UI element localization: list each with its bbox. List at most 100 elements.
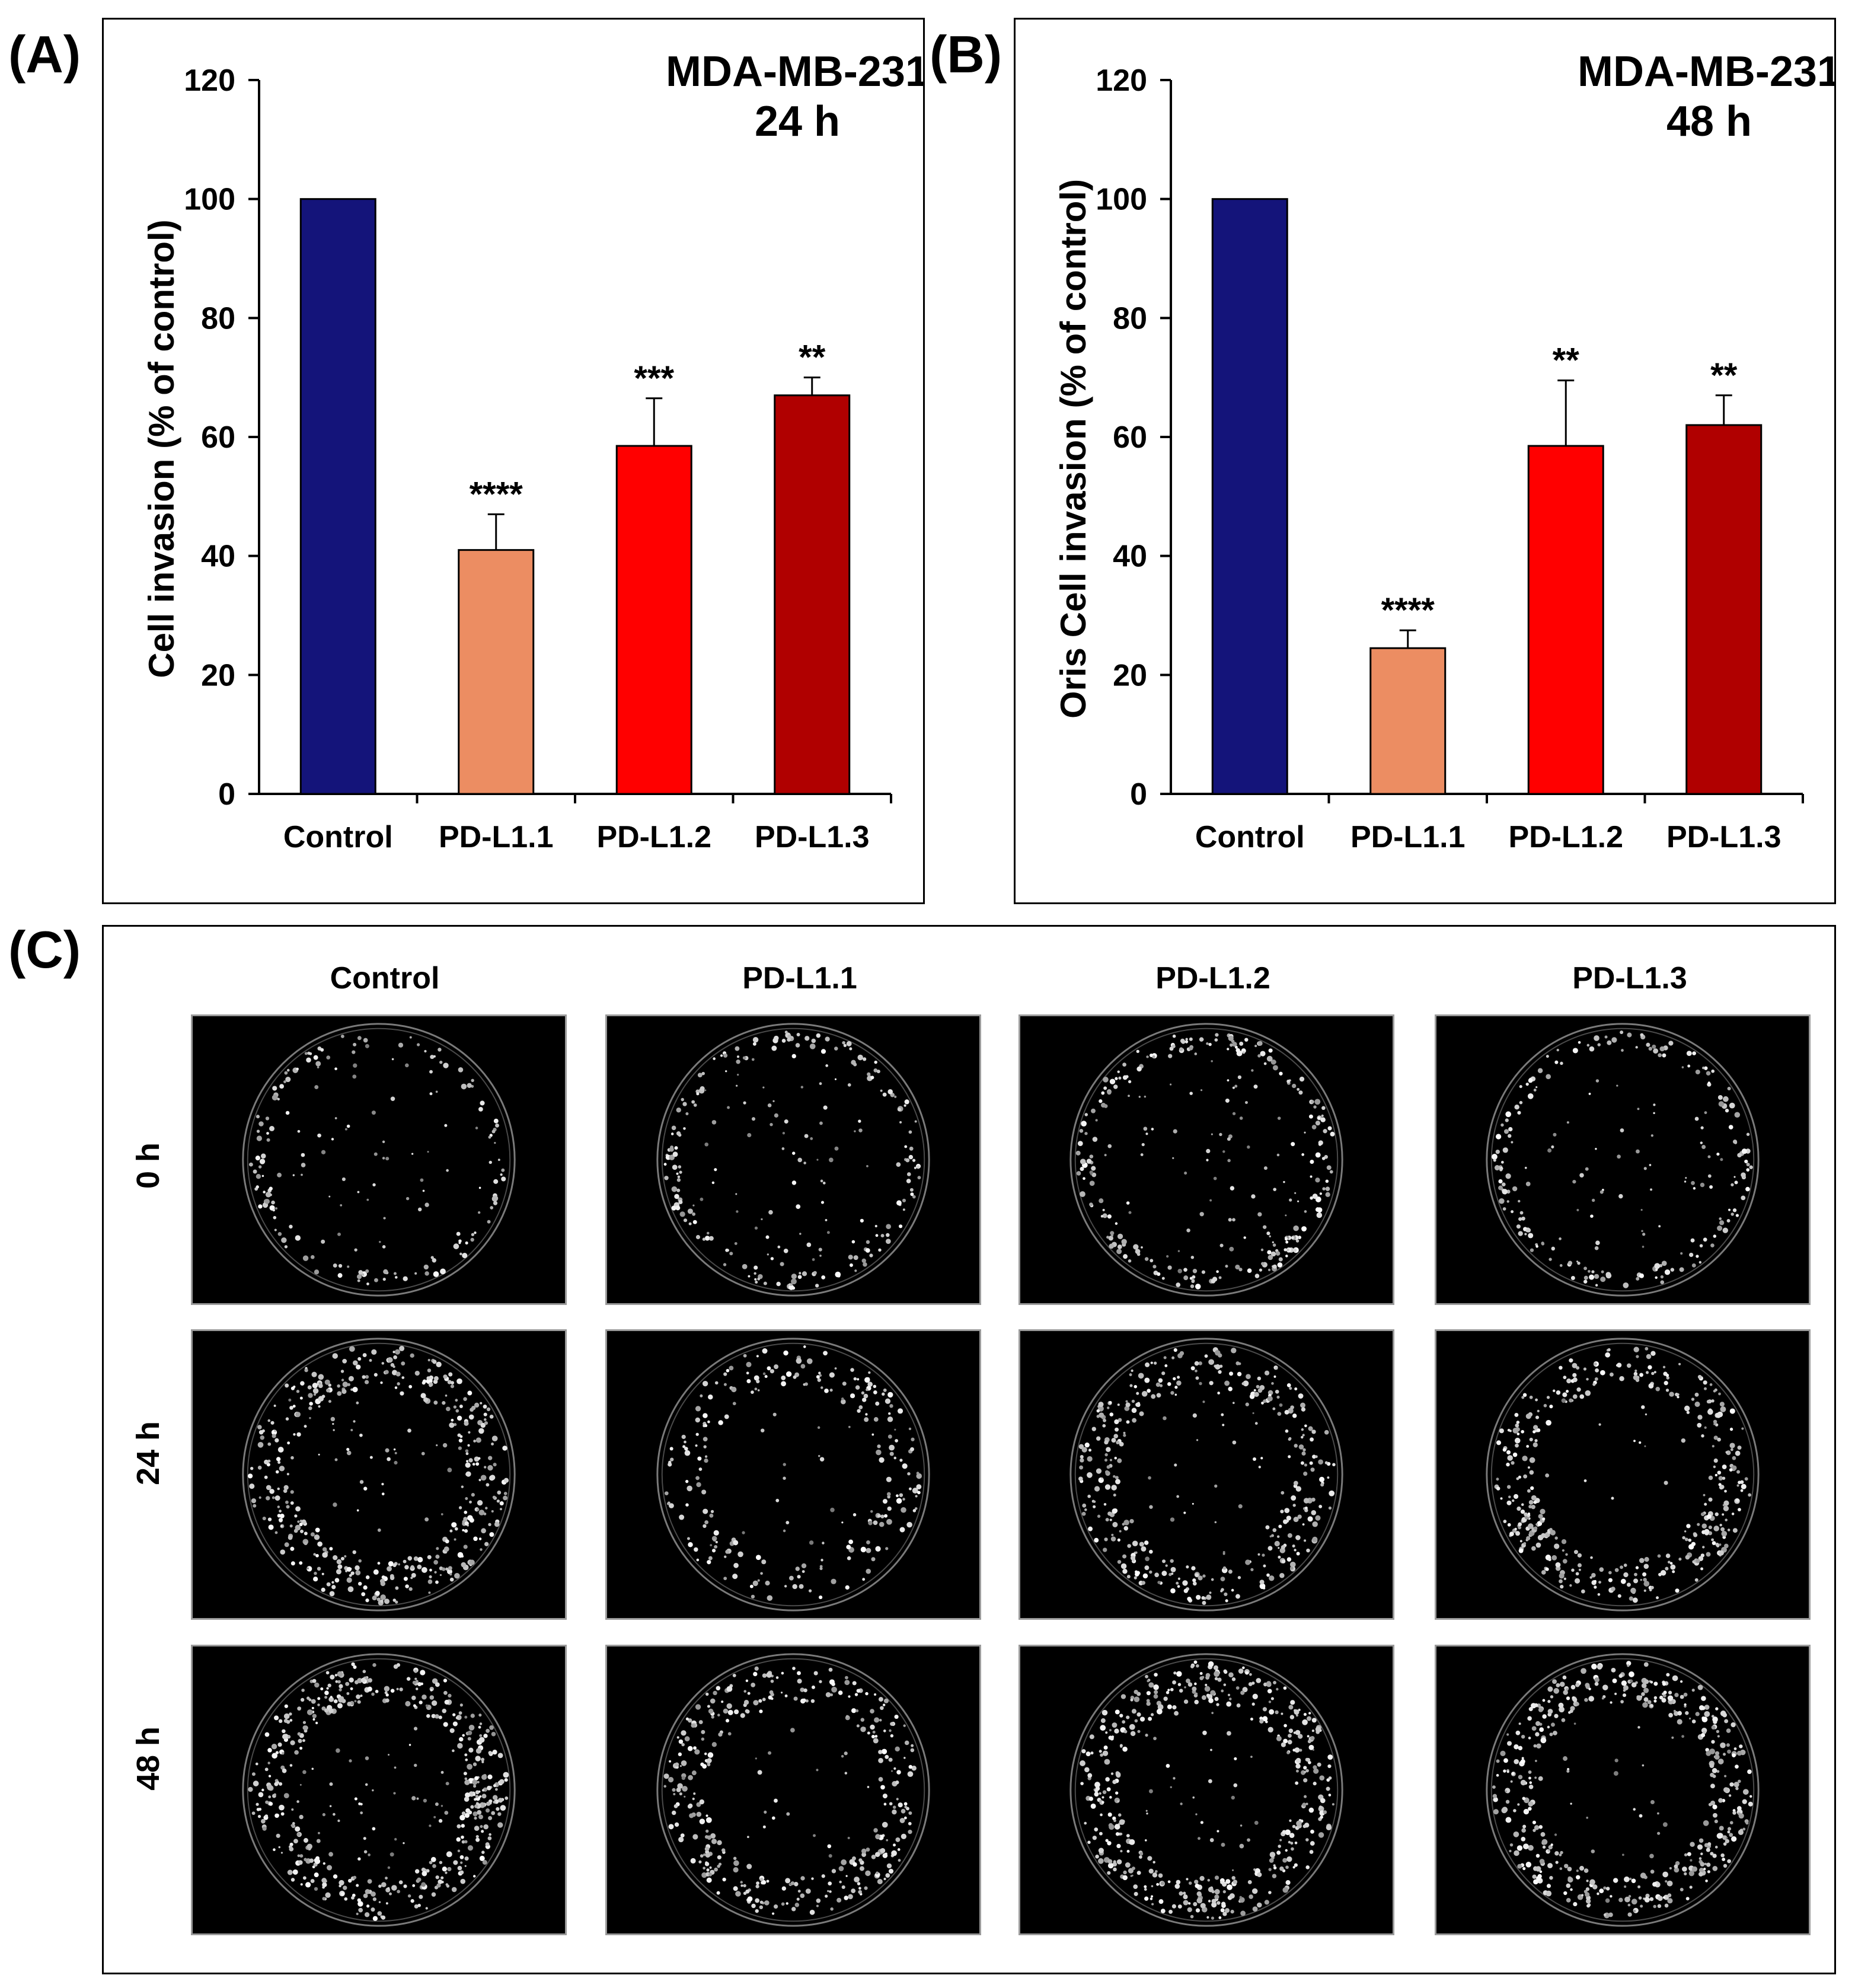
cell-dot [481,1794,487,1799]
cell-dot [1141,1143,1145,1147]
cell-dot [1194,1699,1199,1705]
cell-dot [866,1847,870,1852]
cell-dot [1604,1035,1608,1039]
cell-dot [1252,1906,1258,1912]
cell-dot [1717,1094,1723,1100]
cell-dot [424,1049,427,1053]
cell-dot [1620,1128,1624,1132]
cell-dot [428,1591,431,1594]
cell-dot [816,1898,821,1903]
cell-dot [1533,1744,1537,1748]
cell-dot [1510,1780,1513,1783]
cell-dot [1288,1728,1294,1733]
cell-dot [699,1818,705,1824]
cell-dot [1216,1270,1219,1274]
cell-dot [1733,1747,1737,1750]
cell-dot [1505,1118,1509,1122]
cell-dot [421,1882,426,1887]
cell-dot [1257,1212,1262,1217]
cell-dot [1522,1824,1527,1829]
cell-dot [457,1866,462,1871]
cell-dot [1260,1457,1263,1460]
bar-pd-l1-2 [1527,445,1604,795]
cell-dot [257,1466,262,1470]
cell-dot [1250,1717,1253,1721]
cell-dot [1550,1695,1554,1699]
cell-dot [1152,1265,1157,1269]
cell-dot [912,1509,917,1512]
cell-dot [1134,1696,1140,1702]
cell-dot [1322,1187,1326,1191]
cell-dot [704,1835,709,1839]
cell-dot [767,1595,773,1601]
cell-dot [1738,1779,1741,1783]
cell-dot [294,1514,298,1518]
cell-dot [459,1870,464,1875]
cell-dot [855,1709,859,1713]
cell-dot [387,1566,392,1572]
cell-dot [1639,1441,1642,1444]
cell-dot [1726,1218,1731,1223]
cell-dot [271,1200,275,1205]
cell-dot [1265,1525,1270,1530]
cell-dot [1586,1044,1590,1047]
cell-dot [1189,1092,1193,1095]
cell-dot [706,1868,710,1872]
cell-dot [1232,1869,1234,1871]
cell-dot [679,1514,685,1520]
cell-dot [1629,1596,1633,1601]
cell-dot [381,1482,384,1486]
cell-dot [1268,1868,1272,1871]
cell-dot [1170,1687,1174,1692]
cell-dot [467,1737,471,1741]
cell-dot [1304,1463,1308,1467]
cell-dot [808,1589,812,1593]
cell-dot [456,1837,461,1842]
cell-dot [310,1879,315,1883]
cell-dot [299,1814,304,1820]
cell-dot [1123,1520,1129,1526]
cell-dot [1172,1157,1174,1159]
cell-dot [472,1779,478,1785]
cell-dot [736,1055,740,1058]
cell-dot [679,1792,682,1796]
cell-dot [1208,1661,1214,1667]
panel-label-b: (B) [930,25,1002,84]
cell-dot [1698,1261,1702,1264]
cell-dot [1520,1779,1527,1786]
cell-dot [350,1571,355,1575]
cell-dot [799,1272,802,1275]
cell-dot [486,1728,490,1733]
cell-dot [1297,1200,1300,1202]
cell-dot [1315,1455,1318,1459]
cell-dot [784,1694,788,1697]
cell-dot [1710,1783,1715,1789]
cell-dot [692,1834,698,1840]
cell-dot [273,1793,276,1796]
cell-dot [1494,1165,1500,1171]
cell-dot [1532,1430,1536,1434]
cell-dot [1088,1448,1092,1452]
cell-dot [819,1121,823,1125]
cell-dot [1714,1819,1718,1824]
cell-dot [1727,1086,1731,1090]
cell-dot [1297,1514,1302,1519]
cell-dot [314,1269,320,1275]
cell-dot [1218,1370,1222,1374]
cell-dot [377,1911,382,1916]
cell-dot [883,1388,887,1392]
cell-dot [670,1457,674,1462]
cell-dot [1218,1276,1222,1279]
cell-dot [821,1275,826,1279]
cell-dot [1662,1682,1666,1686]
cell-dot [486,1483,490,1487]
cell-dot [264,1475,268,1479]
cell-dot [820,1179,823,1183]
cell-dot [356,1274,362,1279]
cell-dot [403,1577,408,1581]
cell-dot [1311,1100,1314,1104]
cell-dot [269,1186,273,1191]
cell-dot [1305,1838,1309,1842]
cell-dot [277,1461,281,1464]
cell-dot [460,1878,466,1884]
